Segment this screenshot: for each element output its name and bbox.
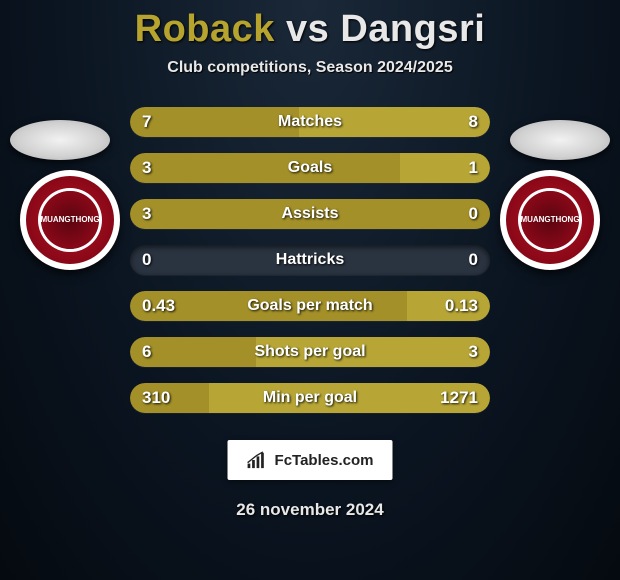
comparison-title: Roback vs Dangsri	[0, 0, 620, 51]
player1-name: Roback	[135, 8, 275, 50]
player2-avatar	[510, 120, 610, 160]
stat-value-right: 8	[469, 112, 478, 132]
stat-fill-left	[130, 153, 400, 183]
stat-value-left: 0	[142, 250, 151, 270]
brand-badge: FcTables.com	[228, 440, 393, 480]
stat-value-right: 0	[469, 204, 478, 224]
stat-label: Hattricks	[276, 251, 344, 269]
snapshot-date: 26 november 2024	[0, 500, 620, 520]
stat-label: Matches	[278, 113, 342, 131]
stat-row: 6 3 Shots per goal	[130, 337, 490, 367]
stat-label: Min per goal	[263, 389, 357, 407]
player1-club-badge: MUANGTHONG	[20, 170, 120, 270]
stat-value-left: 0.43	[142, 296, 175, 316]
brand-icon	[247, 451, 269, 469]
stat-value-right: 1	[469, 158, 478, 178]
stat-value-right: 0.13	[445, 296, 478, 316]
stat-bars: 7 8 Matches 3 1 Goals 3 0 Assists 0 0 Hattricks 0.43…	[130, 107, 490, 413]
stat-value-left: 3	[142, 204, 151, 224]
vs-text: vs	[286, 8, 329, 50]
stat-row: 3 1 Goals	[130, 153, 490, 183]
stat-label: Shots per goal	[254, 343, 365, 361]
stat-value-left: 310	[142, 388, 170, 408]
stat-value-left: 3	[142, 158, 151, 178]
stat-label: Goals	[288, 159, 332, 177]
stat-row: 310 1271 Min per goal	[130, 383, 490, 413]
stat-row: 3 0 Assists	[130, 199, 490, 229]
player2-name: Dangsri	[340, 8, 485, 50]
stat-fill-left	[130, 107, 299, 137]
stat-label: Goals per match	[247, 297, 372, 315]
player2-club-badge: MUANGTHONG	[500, 170, 600, 270]
stat-value-left: 6	[142, 342, 151, 362]
stat-value-left: 7	[142, 112, 151, 132]
stat-value-right: 3	[469, 342, 478, 362]
stat-value-right: 0	[469, 250, 478, 270]
subtitle: Club competitions, Season 2024/2025	[0, 59, 620, 77]
brand-text: FcTables.com	[275, 452, 374, 469]
stat-row: 0 0 Hattricks	[130, 245, 490, 275]
stat-row: 0.43 0.13 Goals per match	[130, 291, 490, 321]
stat-value-right: 1271	[440, 388, 478, 408]
stat-row: 7 8 Matches	[130, 107, 490, 137]
stat-label: Assists	[282, 205, 339, 223]
player1-avatar	[10, 120, 110, 160]
